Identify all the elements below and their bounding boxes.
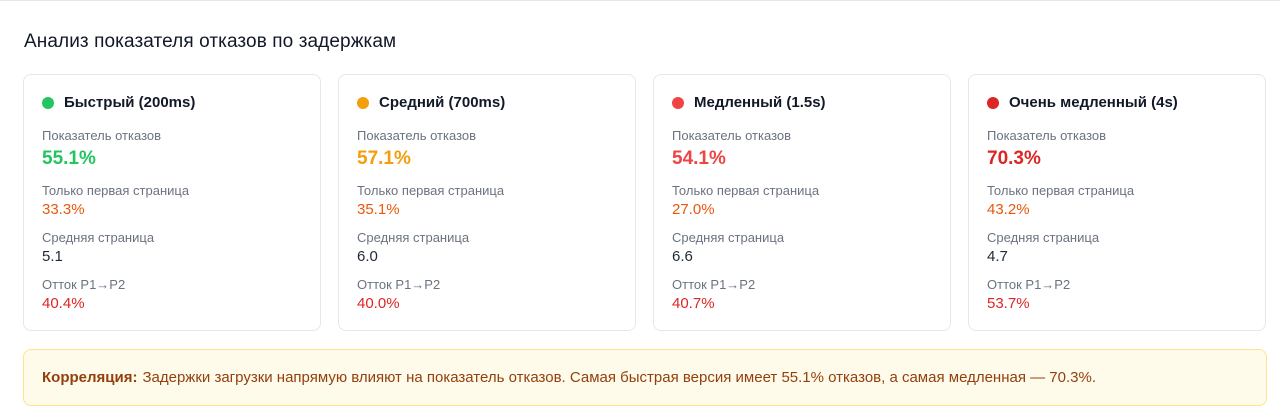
avg-page-value: 4.7 (987, 248, 1008, 265)
first-page-only-value: 35.1% (357, 201, 400, 218)
card-header: Очень медленный (4s) (987, 94, 1178, 111)
churn-label: Отток P1→P2 (42, 277, 126, 292)
churn-value: 40.0% (357, 295, 400, 312)
first-page-only-label: Только первая страница (357, 183, 505, 198)
correlation-note: Корреляция: Задержки загрузки напрямую в… (23, 349, 1267, 406)
avg-page-value: 5.1 (42, 248, 63, 265)
bounce-label: Показатель отказов (672, 128, 792, 143)
bounce-label: Показатель отказов (987, 128, 1107, 143)
first-page-only-value: 43.2% (987, 201, 1030, 218)
avg-page-label: Средняя страница (672, 230, 785, 245)
avg-page-label: Средняя страница (42, 230, 155, 245)
first-page-only-label: Только первая страница (672, 183, 820, 198)
page-title: Анализ показателя отказов по задержкам (24, 31, 397, 52)
bounce-value: 57.1% (357, 148, 411, 169)
churn-value: 40.7% (672, 295, 715, 312)
card-title: Медленный (1.5s) (694, 94, 826, 111)
churn-label: Отток P1→P2 (987, 277, 1071, 292)
status-dot-icon (987, 96, 999, 109)
latency-card-very-slow: Очень медленный (4s) Показатель отказов … (968, 74, 1266, 331)
card-title: Средний (700ms) (379, 94, 506, 111)
first-page-only-value: 33.3% (42, 201, 85, 218)
first-page-only-label: Только первая страница (42, 183, 190, 198)
correlation-text: Задержки загрузки напрямую влияют на пок… (142, 369, 1096, 386)
card-header: Быстрый (200ms) (42, 94, 195, 111)
latency-card-slow: Медленный (1.5s) Показатель отказов 54.1… (653, 74, 951, 331)
first-page-only-label: Только первая страница (987, 183, 1135, 198)
bounce-value: 55.1% (42, 148, 96, 169)
avg-page-value: 6.6 (672, 248, 693, 265)
card-header: Средний (700ms) (357, 94, 505, 111)
churn-value: 40.4% (42, 295, 85, 312)
bounce-label: Показатель отказов (42, 128, 162, 143)
latency-card-fast: Быстрый (200ms) Показатель отказов 55.1%… (23, 74, 321, 331)
card-header: Медленный (1.5s) (672, 94, 826, 111)
first-page-only-value: 27.0% (672, 201, 715, 218)
cards-row: Быстрый (200ms) Показатель отказов 55.1%… (23, 74, 1266, 331)
avg-page-label: Средняя страница (357, 230, 470, 245)
status-dot-icon (672, 96, 684, 109)
status-dot-icon (357, 96, 369, 109)
avg-page-label: Средняя страница (987, 230, 1100, 245)
latency-card-medium: Средний (700ms) Показатель отказов 57.1%… (338, 74, 636, 331)
avg-page-value: 6.0 (357, 248, 378, 265)
bounce-value: 54.1% (672, 148, 726, 169)
correlation-label: Корреляция: (42, 369, 138, 386)
bounce-label: Показатель отказов (357, 128, 477, 143)
churn-value: 53.7% (987, 295, 1030, 312)
card-title: Быстрый (200ms) (64, 94, 196, 111)
card-title: Очень медленный (4s) (1009, 94, 1178, 111)
churn-label: Отток P1→P2 (672, 277, 756, 292)
churn-label: Отток P1→P2 (357, 277, 441, 292)
bounce-value: 70.3% (987, 148, 1041, 169)
status-dot-icon (42, 96, 54, 109)
